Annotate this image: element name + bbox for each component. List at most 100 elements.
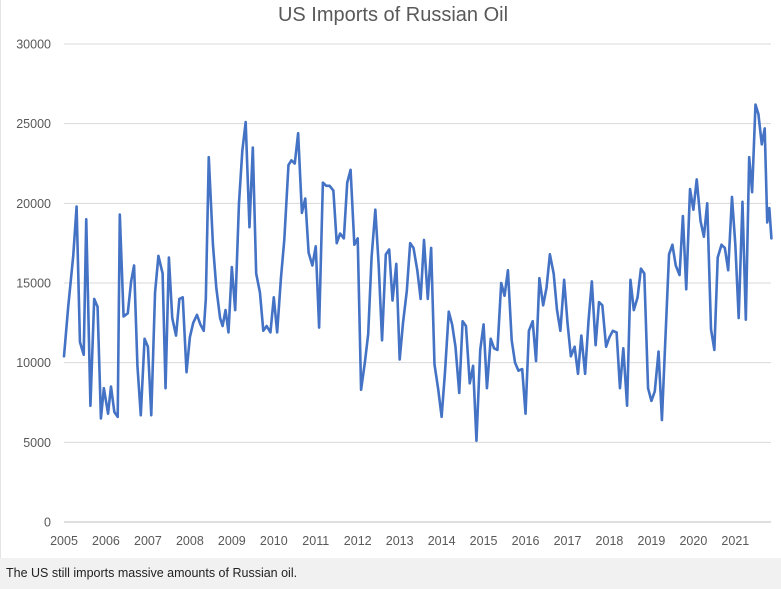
data-point [534,359,538,363]
data-point [555,308,559,312]
data-point [437,388,440,391]
data-point [328,184,331,187]
data-point [258,291,262,294]
y-tick-label: 30000 [16,38,51,52]
chart-frame: US Imports of Russian Oil 0 5000 10000 1500… [0,0,773,558]
data-point [730,195,734,199]
data-point [440,415,443,418]
data-point [618,387,622,390]
x-tick-label: 2007 [134,534,162,548]
data-point [768,207,771,210]
data-point [218,316,222,320]
data-point [136,364,139,367]
data-point [207,156,210,159]
data-point [356,237,359,240]
data-point [576,372,580,375]
data-point [513,361,517,364]
data-point [215,286,218,289]
data-point [311,264,314,267]
data-point [304,197,307,200]
data-point [157,254,160,258]
data-point [506,269,510,272]
data-point [447,310,450,313]
data-point [241,149,244,152]
data-point [569,355,572,358]
data-point [113,410,116,414]
data-point [227,331,230,334]
data-point [171,316,174,320]
data-point [671,243,674,246]
data-point [332,189,335,192]
data-point [276,331,279,334]
data-point [202,329,205,332]
data-point [164,387,167,390]
data-point [559,329,562,332]
data-point [622,347,625,350]
data-point [605,345,608,348]
data-point [72,254,75,258]
data-point [234,308,237,312]
data-point [629,278,632,281]
data-point [185,371,188,374]
data-point [702,235,705,238]
data-point [521,367,524,371]
x-tick-label: 2015 [470,534,498,548]
data-point [192,321,195,324]
data-point [695,178,698,181]
data-point [126,312,129,315]
data-point [82,353,85,356]
data-point [653,390,656,393]
y-tick-label: 5000 [23,436,51,450]
data-point [485,387,489,390]
data-point [338,232,342,235]
data-point [461,320,464,323]
data-point [545,286,548,289]
data-point [109,385,113,388]
data-point [563,278,566,281]
data-point [62,355,66,358]
data-point [251,146,254,149]
data-point [587,320,590,323]
data-point [552,272,555,275]
data-point [548,253,551,256]
data-point [265,324,268,328]
data-point [667,253,671,256]
data-point [524,412,527,415]
y-tick-label: 0 [44,516,51,530]
x-tick-label: 2017 [554,534,582,548]
data-point [93,297,96,301]
data-point [723,246,726,250]
data-point [763,127,766,130]
data-point [748,156,751,159]
data-point [744,318,747,321]
data-point [766,221,769,224]
data-point [542,304,545,307]
y-tick-label: 25000 [16,117,51,131]
series-line [62,103,773,443]
data-point [590,280,593,283]
data-point [398,358,401,361]
x-tick-label: 2019 [638,534,666,548]
chart-title: US Imports of Russian Oil [278,4,508,26]
y-tick-label: 20000 [16,197,51,211]
data-point [174,334,178,337]
data-point [391,299,394,302]
data-point [96,305,99,308]
data-point [510,339,513,342]
series-layer [62,103,773,443]
data-point [290,159,293,162]
data-point [760,143,763,146]
data-point [143,337,146,340]
data-point [167,256,170,259]
data-point [681,214,684,218]
data-point [405,289,408,293]
data-point [643,272,646,275]
data-point [660,418,664,422]
data-point [741,200,744,203]
data-point [419,297,422,301]
x-tick-label: 2021 [721,534,749,548]
image-caption: The US still imports massive amounts of … [0,558,781,589]
data-point [211,243,215,246]
data-point [139,414,142,417]
data-point [359,388,363,391]
